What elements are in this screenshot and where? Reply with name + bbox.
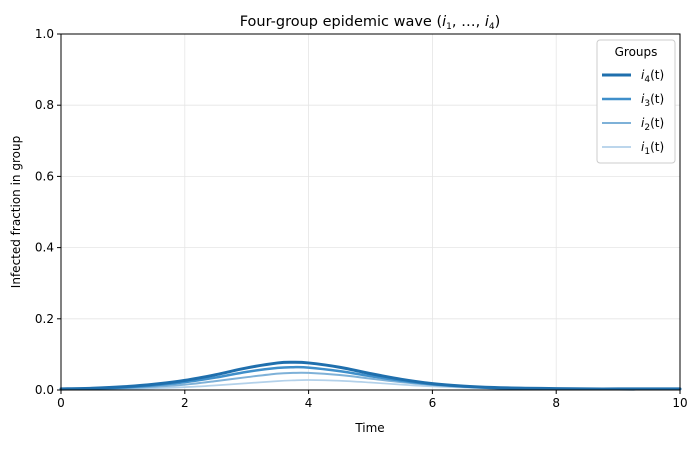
y-tick-label: 0.2 (35, 312, 54, 326)
x-tick-label: 0 (57, 396, 65, 410)
series-line-i4(t) (59, 360, 682, 391)
legend-label: i1(t) (641, 140, 664, 157)
y-tick-label: 1.0 (35, 27, 54, 41)
x-tick-label: 2 (181, 396, 189, 410)
y-tick-label: 0.0 (35, 383, 54, 397)
chart-title: Four-group epidemic wave (i1, …, i4) (240, 14, 501, 32)
legend-box (596, 39, 676, 164)
grid (60, 33, 681, 391)
axes-frame (60, 33, 681, 391)
legend-title: Groups (615, 45, 658, 59)
x-axis-label: Time (354, 421, 384, 435)
legend-label: i3(t) (641, 92, 664, 109)
x-tick-label: 8 (552, 396, 560, 410)
series-lines (59, 360, 682, 391)
x-axis: 0 2 4 6 8 10 (57, 390, 688, 410)
y-axis-label: Infected fraction in group (9, 136, 23, 288)
x-tick-label: 10 (672, 396, 687, 410)
legend-label: i4(t) (641, 68, 664, 85)
legend-label: i2(t) (641, 116, 664, 133)
x-tick-label: 4 (305, 396, 313, 410)
y-tick-label: 0.4 (35, 241, 54, 255)
y-tick-label: 0.6 (35, 169, 54, 183)
y-tick-label: 0.8 (35, 98, 54, 112)
y-axis: 0.0 0.2 0.4 0.6 0.8 1.0 (35, 27, 61, 397)
x-tick-label: 6 (429, 396, 437, 410)
legend-items: i4(t) i3(t) i2(t) i1(t) (602, 68, 664, 157)
legend: Groups i4(t) i3(t) i2(t) i1(t) (596, 39, 676, 164)
